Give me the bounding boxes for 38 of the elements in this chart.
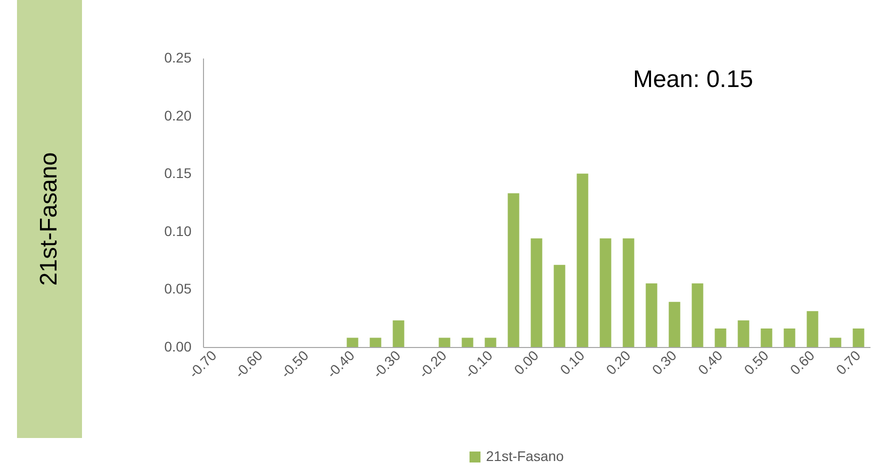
y-axis-title: 21st-Fasano [36,152,64,286]
bar [392,320,404,347]
y-tick-label: 0.15 [164,165,192,182]
bar [760,328,772,347]
y-tick-label: 0.25 [164,50,192,66]
y-tick-label: 0.05 [164,280,192,297]
x-tick-label: 0.10 [556,346,588,378]
bar [806,311,818,347]
bar [554,264,566,347]
x-tick-label: 0.00 [510,346,542,378]
x-tick-label: 0.40 [694,346,726,378]
x-tick-label: 0.30 [648,346,680,378]
bar [530,238,542,347]
bar [600,238,612,347]
y-tick-label: 0.20 [164,107,192,124]
x-tick-label: 0.20 [602,346,634,378]
x-tick-label: 0.70 [832,346,864,378]
bar [622,238,634,347]
annotation: Mean: 0.15 [632,66,754,93]
bar [830,338,842,347]
bar [462,338,474,347]
bar [346,338,358,347]
bar [508,193,520,347]
bar [692,283,704,347]
bar [784,328,796,347]
bar [438,338,450,347]
bar [646,283,658,347]
bar [738,320,750,347]
bar [668,302,680,347]
y-tick-label: 0.10 [164,222,192,239]
x-tick-label: 0.60 [786,346,818,378]
bar [852,328,864,347]
bar [370,338,382,347]
bar [484,338,496,347]
legend-label: 21st-Fasano [486,448,564,464]
x-tick-label: 0.50 [740,346,772,378]
bar [714,328,726,347]
bar [576,174,588,347]
